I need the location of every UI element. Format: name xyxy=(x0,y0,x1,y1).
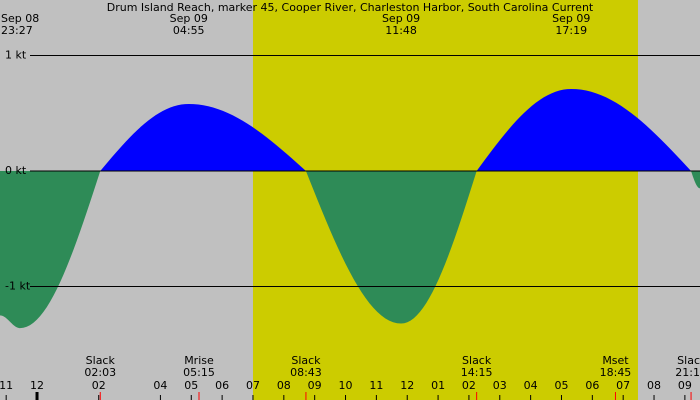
x-tick-label: 07 xyxy=(246,379,260,392)
event-label: Mset xyxy=(602,354,629,367)
ebb-area xyxy=(305,171,477,324)
event-time: 05:15 xyxy=(183,366,215,379)
x-tick-label: 12 xyxy=(400,379,414,392)
extremum-time: 04:55 xyxy=(173,24,205,37)
flood-area xyxy=(100,103,306,171)
x-tick-label: 10 xyxy=(339,379,353,392)
chart-title: Drum Island Reach, marker 45, Cooper Riv… xyxy=(107,1,594,14)
x-tick-label: 04 xyxy=(524,379,538,392)
x-tick-label: 02 xyxy=(462,379,476,392)
extremum-time: 17:19 xyxy=(555,24,587,37)
event-label: Slack xyxy=(86,354,116,367)
x-tick-label: 06 xyxy=(585,379,599,392)
x-tick-label: 08 xyxy=(277,379,291,392)
x-tick-label: 01 xyxy=(431,379,445,392)
x-tick-label: 03 xyxy=(493,379,507,392)
x-tick-label: 09 xyxy=(678,379,692,392)
y-tick-label: 1 kt xyxy=(5,48,27,61)
event-time: 18:45 xyxy=(600,366,632,379)
event-time: 21:1 xyxy=(675,366,700,379)
x-tick-label: 09 xyxy=(308,379,322,392)
x-tick-label: 11 xyxy=(0,379,13,392)
x-tick-label: 08 xyxy=(647,379,661,392)
x-tick-label: 02 xyxy=(92,379,106,392)
x-tick-label: 04 xyxy=(153,379,167,392)
event-label: Slack xyxy=(462,354,492,367)
event-label: Slac xyxy=(677,354,700,367)
extremum-date: Sep 08 xyxy=(1,12,39,25)
extremum-date: Sep 09 xyxy=(170,12,208,25)
y-tick-label: -1 kt xyxy=(5,280,31,293)
x-tick-label: 05 xyxy=(184,379,198,392)
extremum-time: 11:48 xyxy=(385,24,417,37)
extremum-date: Sep 09 xyxy=(552,12,590,25)
event-label: Slack xyxy=(291,354,321,367)
extremum-time: 23:27 xyxy=(1,24,33,37)
x-tick-label: 11 xyxy=(369,379,383,392)
y-tick-label: 0 kt xyxy=(5,164,27,177)
event-time: 08:43 xyxy=(290,366,322,379)
x-tick-label: 12 xyxy=(30,379,44,392)
extremum-date: Sep 09 xyxy=(382,12,420,25)
ebb-area xyxy=(691,171,700,189)
flood-area xyxy=(476,88,692,171)
event-time: 14:15 xyxy=(461,366,493,379)
ebb-area xyxy=(0,171,101,329)
event-time: 02:03 xyxy=(84,366,116,379)
x-tick-label: 07 xyxy=(616,379,630,392)
x-tick-label: 05 xyxy=(554,379,568,392)
x-tick-label: 06 xyxy=(215,379,229,392)
event-label: Mrise xyxy=(184,354,214,367)
